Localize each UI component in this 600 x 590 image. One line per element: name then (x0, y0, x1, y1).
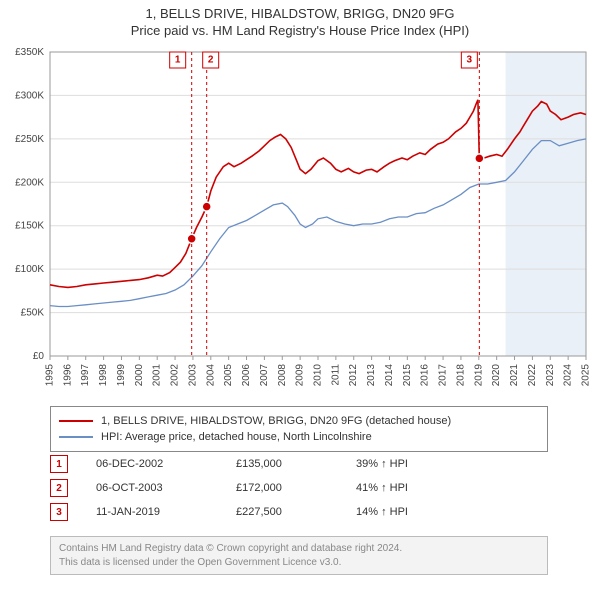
svg-text:2019: 2019 (473, 364, 484, 387)
svg-text:2018: 2018 (455, 364, 466, 387)
svg-text:2001: 2001 (152, 364, 163, 387)
price-chart-svg: £0 £50K £100K £150K £200K £250K £300K £350K 1995… (8, 46, 590, 396)
svg-text:2006: 2006 (241, 364, 252, 387)
svg-text:2020: 2020 (491, 364, 502, 387)
legend-swatch (59, 436, 93, 438)
svg-text:3: 3 (467, 55, 473, 66)
svg-text:2016: 2016 (420, 364, 431, 387)
marker-date: 06-DEC-2002 (96, 458, 236, 470)
svg-text:2011: 2011 (330, 364, 341, 386)
svg-text:1999: 1999 (116, 364, 127, 387)
chart-area: £0 £50K £100K £150K £200K £250K £300K £350K 1995… (8, 46, 590, 396)
table-row: 1 06-DEC-2002 £135,000 39% ↑ HPI (50, 452, 548, 476)
chart-titles: 1, BELLS DRIVE, HIBALDSTOW, BRIGG, DN20 … (0, 0, 600, 38)
svg-text:1996: 1996 (62, 364, 73, 387)
svg-text:1998: 1998 (98, 364, 109, 387)
marker-date: 06-OCT-2003 (96, 482, 236, 494)
svg-text:2023: 2023 (545, 364, 556, 387)
footer-line: Contains HM Land Registry data © Crown c… (59, 542, 539, 556)
title-subtitle: Price paid vs. HM Land Registry's House … (0, 23, 600, 38)
table-row: 2 06-OCT-2003 £172,000 41% ↑ HPI (50, 476, 548, 500)
svg-text:2025: 2025 (581, 364, 591, 387)
marker-table: 1 06-DEC-2002 £135,000 39% ↑ HPI 2 06-OC… (50, 452, 548, 524)
svg-text:2024: 2024 (563, 364, 574, 387)
marker-price: £135,000 (236, 458, 356, 470)
footer-licence: Contains HM Land Registry data © Crown c… (50, 536, 548, 575)
marker-delta: 14% ↑ HPI (356, 506, 548, 518)
legend-item: HPI: Average price, detached house, Nort… (59, 429, 539, 445)
svg-text:£0: £0 (33, 351, 45, 362)
svg-text:2002: 2002 (170, 364, 181, 387)
svg-text:£100K: £100K (15, 264, 44, 275)
svg-text:2000: 2000 (134, 364, 145, 387)
marker-badge: 1 (50, 455, 68, 473)
svg-text:£50K: £50K (21, 308, 45, 319)
svg-text:2004: 2004 (205, 364, 216, 387)
marker-badge: 2 (50, 479, 68, 497)
svg-text:2021: 2021 (509, 364, 520, 387)
svg-text:£350K: £350K (15, 47, 44, 58)
legend: 1, BELLS DRIVE, HIBALDSTOW, BRIGG, DN20 … (50, 406, 548, 452)
svg-text:£300K: £300K (15, 90, 44, 101)
svg-text:2013: 2013 (366, 364, 377, 387)
svg-text:£250K: £250K (15, 134, 44, 145)
legend-label: 1, BELLS DRIVE, HIBALDSTOW, BRIGG, DN20 … (101, 415, 451, 427)
svg-text:1: 1 (175, 55, 181, 66)
svg-text:2015: 2015 (402, 364, 413, 387)
legend-label: HPI: Average price, detached house, Nort… (101, 431, 372, 443)
svg-text:1995: 1995 (45, 364, 56, 387)
svg-text:2008: 2008 (277, 364, 288, 387)
svg-text:2003: 2003 (187, 364, 198, 387)
svg-text:2: 2 (208, 55, 214, 66)
legend-swatch (59, 420, 93, 422)
legend-item: 1, BELLS DRIVE, HIBALDSTOW, BRIGG, DN20 … (59, 413, 539, 429)
marker-price: £172,000 (236, 482, 356, 494)
footer-line: This data is licensed under the Open Gov… (59, 556, 539, 570)
marker-date: 11-JAN-2019 (96, 506, 236, 518)
svg-text:2010: 2010 (313, 364, 324, 387)
svg-text:£200K: £200K (15, 177, 44, 188)
title-address: 1, BELLS DRIVE, HIBALDSTOW, BRIGG, DN20 … (0, 6, 600, 21)
svg-text:2014: 2014 (384, 364, 395, 387)
svg-text:1997: 1997 (80, 364, 91, 387)
svg-text:£150K: £150K (15, 221, 44, 232)
svg-text:2012: 2012 (348, 364, 359, 387)
svg-text:2022: 2022 (527, 364, 538, 387)
svg-text:2005: 2005 (223, 364, 234, 387)
marker-delta: 39% ↑ HPI (356, 458, 548, 470)
svg-text:2007: 2007 (259, 364, 270, 387)
svg-text:2017: 2017 (438, 364, 449, 387)
svg-text:2009: 2009 (295, 364, 306, 387)
marker-price: £227,500 (236, 506, 356, 518)
table-row: 3 11-JAN-2019 £227,500 14% ↑ HPI (50, 500, 548, 524)
marker-badge: 3 (50, 503, 68, 521)
marker-delta: 41% ↑ HPI (356, 482, 548, 494)
